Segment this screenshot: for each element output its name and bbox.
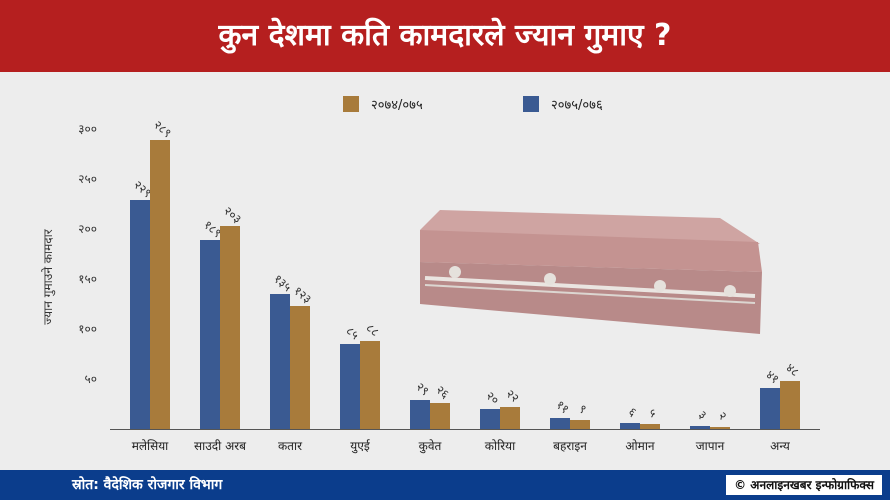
coffin-icon	[420, 210, 762, 334]
bar	[760, 388, 780, 429]
bar	[690, 426, 710, 429]
bar-chart: ५० १०० १५० २०० २५० ३०० ज्यान गुमाउने कामदार मले…	[41, 96, 820, 454]
x-tick-label: साउदी अरब	[194, 439, 247, 453]
bar	[620, 423, 640, 429]
legend-label: २०७४/०७५	[371, 98, 423, 113]
y-tick-label: १५०	[78, 272, 97, 286]
source-note: स्रोत: वैदेशिक रोजगार विभाग	[72, 477, 223, 493]
legend-swatch	[343, 96, 359, 112]
data-label: ५	[646, 406, 660, 421]
data-label: ९	[576, 402, 590, 417]
footer: स्रोत: वैदेशिक रोजगार विभाग © अनलाइनखबर …	[0, 470, 890, 500]
bar	[410, 400, 430, 429]
data-label: २२	[503, 387, 522, 406]
x-tick-label: अन्य	[770, 439, 791, 453]
data-label: १२३	[291, 284, 314, 307]
data-label: ३	[696, 408, 710, 423]
y-tick-label: १००	[78, 322, 97, 336]
bar	[290, 306, 310, 429]
y-tick-label: ५०	[85, 372, 97, 386]
bar	[640, 424, 660, 429]
data-label: ४१	[763, 368, 782, 387]
bar	[220, 226, 240, 429]
data-label: २९	[413, 380, 432, 399]
y-tick-label: २५०	[78, 172, 97, 186]
title-bar: कुन देशमा कति कामदारले ज्यान गुमाए ?	[0, 0, 890, 72]
data-label: ८८	[363, 321, 382, 340]
x-tick-label: बहराइन	[553, 439, 587, 453]
legend-label: २०७५/०७६	[551, 98, 603, 113]
x-tick-label: जापान	[696, 439, 725, 453]
data-label: ६	[626, 405, 640, 420]
bar	[360, 341, 380, 429]
data-label: २	[716, 409, 730, 424]
data-label: २८९	[151, 118, 174, 141]
x-tick-label: युएई	[350, 439, 371, 454]
bar	[430, 403, 450, 429]
bar	[200, 240, 220, 429]
data-label: ८५	[343, 324, 362, 343]
data-label: २०३	[221, 204, 244, 227]
credit-badge: © अनलाइनखबर इन्फोग्राफिक्स	[726, 475, 882, 495]
bar	[550, 418, 570, 429]
x-tick-label: मलेसिया	[132, 439, 169, 453]
bar	[480, 409, 500, 429]
y-tick-label: ३००	[78, 122, 97, 136]
legend-swatch	[523, 96, 539, 112]
x-tick-label: ओमान	[625, 439, 655, 453]
y-axis-label: ज्यान गुमाउने कामदार	[41, 228, 56, 324]
bar	[340, 344, 360, 429]
page-title: कुन देशमा कति कामदारले ज्यान गुमाए ?	[218, 18, 672, 53]
data-label: १३५	[271, 272, 294, 295]
data-label: ४८	[783, 361, 802, 380]
legend: २०७४/०७५ २०७५/०७६	[343, 96, 603, 113]
x-tick-label: कतार	[278, 439, 303, 453]
x-tick-label: कोरिया	[485, 439, 516, 453]
bar	[500, 407, 520, 429]
data-label: ११	[553, 398, 572, 417]
data-label: २६	[433, 383, 452, 402]
y-tick-label: २००	[78, 222, 97, 236]
x-tick-label: कुवेत	[419, 439, 443, 454]
bar	[130, 200, 150, 429]
bar	[270, 294, 290, 429]
bar	[710, 427, 730, 429]
bar	[150, 140, 170, 429]
data-label: २०	[483, 389, 502, 408]
bar	[780, 381, 800, 429]
bar	[570, 420, 590, 429]
axes: ५० १०० १५० २०० २५० ३०० ज्यान गुमाउने कामदार मले…	[41, 122, 820, 454]
